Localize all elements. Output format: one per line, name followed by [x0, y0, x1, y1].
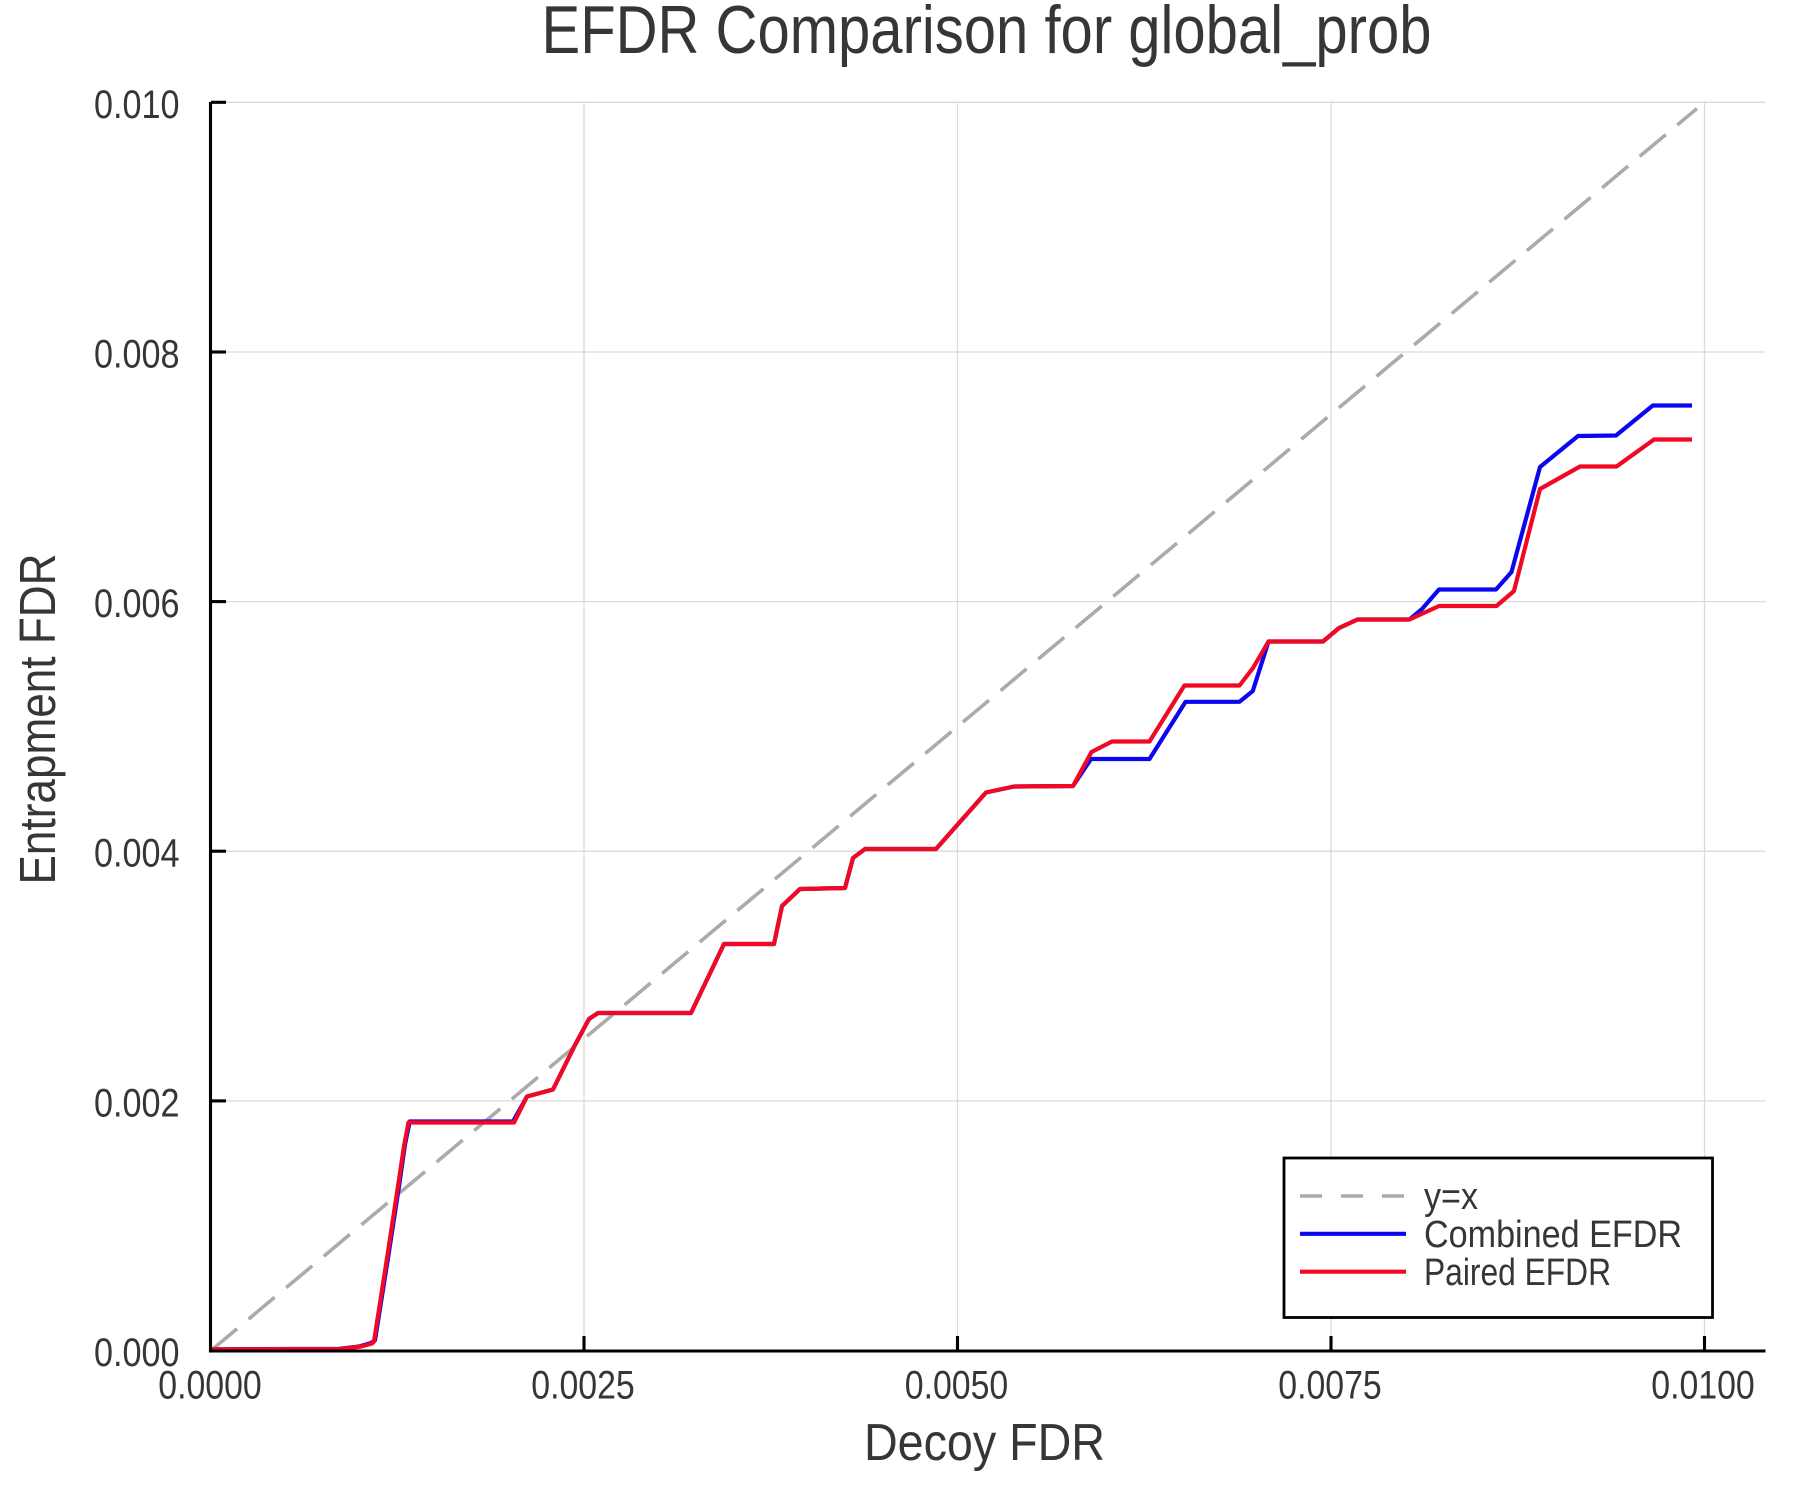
svg-text:0.004: 0.004	[94, 832, 180, 876]
svg-text:0.0100: 0.0100	[1651, 1364, 1755, 1408]
svg-text:Entrapment FDR: Entrapment FDR	[9, 554, 66, 885]
svg-text:EFDR Comparison for global_pro: EFDR Comparison for global_prob	[542, 0, 1432, 68]
svg-text:0.0000: 0.0000	[158, 1364, 262, 1408]
svg-text:0.006: 0.006	[94, 582, 180, 626]
svg-text:0.002: 0.002	[94, 1081, 180, 1125]
svg-text:0.008: 0.008	[94, 333, 180, 377]
svg-text:Paired EFDR: Paired EFDR	[1424, 1251, 1611, 1294]
svg-text:0.0050: 0.0050	[905, 1364, 1009, 1408]
svg-text:Decoy FDR: Decoy FDR	[864, 1414, 1105, 1472]
svg-text:0.0075: 0.0075	[1278, 1364, 1382, 1408]
svg-text:y=x: y=x	[1424, 1175, 1478, 1218]
svg-text:0.010: 0.010	[94, 83, 180, 127]
svg-text:0.0025: 0.0025	[531, 1364, 635, 1408]
svg-text:0.000: 0.000	[94, 1331, 180, 1375]
svg-text:Combined EFDR: Combined EFDR	[1424, 1213, 1682, 1256]
